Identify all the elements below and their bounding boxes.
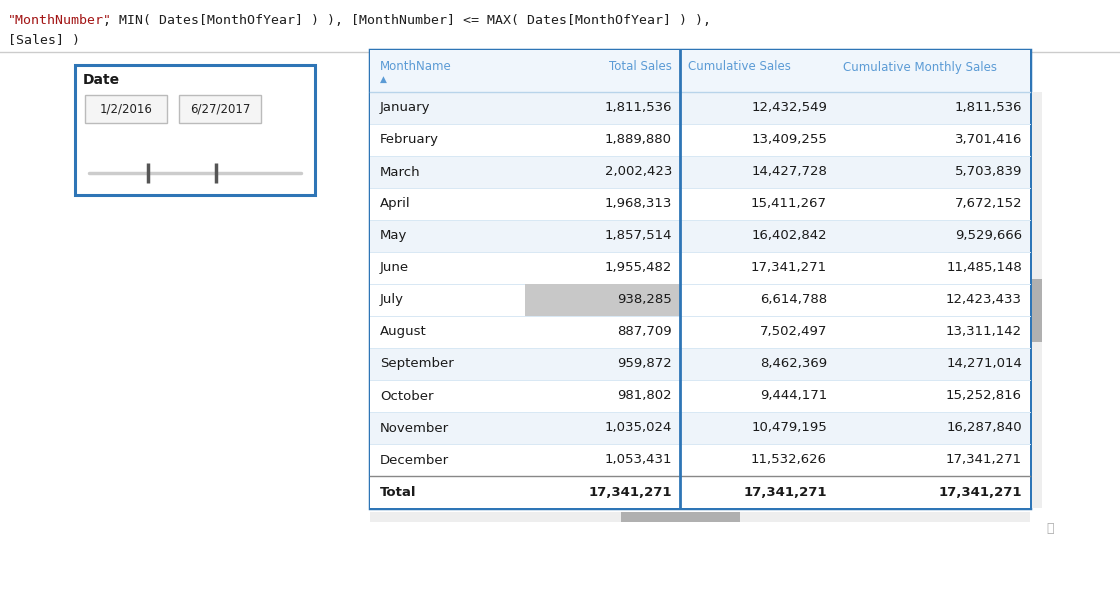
Text: December: December (380, 454, 449, 467)
Text: 938,285: 938,285 (617, 293, 672, 306)
Text: June: June (380, 261, 409, 274)
Text: 1,857,514: 1,857,514 (605, 230, 672, 242)
Text: 17,341,271: 17,341,271 (939, 486, 1021, 499)
Text: Total Sales: Total Sales (609, 61, 672, 74)
Text: 14,271,014: 14,271,014 (946, 358, 1021, 371)
Text: April: April (380, 198, 411, 211)
Text: , MIN( Dates[MonthOfYear] ) ), [MonthNumber] <= MAX( Dates[MonthOfYear] ) ),: , MIN( Dates[MonthOfYear] ) ), [MonthNum… (103, 14, 711, 27)
Text: 1/2/2016: 1/2/2016 (100, 103, 152, 116)
FancyBboxPatch shape (370, 412, 1030, 444)
Text: 9,444,171: 9,444,171 (759, 389, 827, 402)
Text: May: May (380, 230, 408, 242)
Text: 959,872: 959,872 (617, 358, 672, 371)
FancyBboxPatch shape (370, 512, 1030, 522)
Text: 10,479,195: 10,479,195 (752, 421, 827, 434)
FancyBboxPatch shape (620, 512, 739, 522)
FancyBboxPatch shape (370, 156, 1030, 188)
Text: 12,432,549: 12,432,549 (752, 101, 827, 114)
FancyBboxPatch shape (370, 284, 1030, 316)
Text: 5,703,839: 5,703,839 (954, 166, 1021, 179)
Text: 17,341,271: 17,341,271 (946, 454, 1021, 467)
FancyBboxPatch shape (370, 50, 1030, 508)
Text: Total: Total (380, 486, 417, 499)
FancyBboxPatch shape (75, 65, 315, 195)
Text: ▲: ▲ (380, 74, 386, 84)
FancyBboxPatch shape (370, 252, 1030, 284)
FancyBboxPatch shape (370, 348, 1030, 380)
Text: 11,485,148: 11,485,148 (946, 261, 1021, 274)
Text: 1,811,536: 1,811,536 (954, 101, 1021, 114)
Text: 13,409,255: 13,409,255 (752, 133, 827, 146)
FancyBboxPatch shape (179, 95, 261, 123)
Text: 1,811,536: 1,811,536 (605, 101, 672, 114)
FancyBboxPatch shape (1032, 279, 1042, 342)
Text: 17,341,271: 17,341,271 (588, 486, 672, 499)
Text: October: October (380, 389, 433, 402)
FancyBboxPatch shape (370, 92, 1030, 124)
Text: 981,802: 981,802 (617, 389, 672, 402)
Text: 1,053,431: 1,053,431 (605, 454, 672, 467)
Text: ⤡: ⤡ (1046, 522, 1054, 535)
FancyBboxPatch shape (370, 50, 1030, 92)
Text: "MonthNumber": "MonthNumber" (8, 14, 112, 27)
Text: 16,287,840: 16,287,840 (946, 421, 1021, 434)
Text: 17,341,271: 17,341,271 (750, 261, 827, 274)
FancyBboxPatch shape (370, 476, 1030, 508)
Text: 3,701,416: 3,701,416 (954, 133, 1021, 146)
Text: 7,672,152: 7,672,152 (954, 198, 1021, 211)
FancyBboxPatch shape (370, 188, 1030, 220)
Text: February: February (380, 133, 439, 146)
Text: 1,889,880: 1,889,880 (605, 133, 672, 146)
Text: November: November (380, 421, 449, 434)
Text: 2,002,423: 2,002,423 (605, 166, 672, 179)
Text: Date: Date (83, 73, 120, 87)
Text: 887,709: 887,709 (617, 326, 672, 339)
Text: 16,402,842: 16,402,842 (752, 230, 827, 242)
Text: [Sales] ): [Sales] ) (8, 34, 80, 47)
Text: 1,968,313: 1,968,313 (605, 198, 672, 211)
Text: 11,532,626: 11,532,626 (752, 454, 827, 467)
Text: 1,955,482: 1,955,482 (605, 261, 672, 274)
Text: 6,614,788: 6,614,788 (759, 293, 827, 306)
FancyBboxPatch shape (85, 95, 167, 123)
Text: 12,423,433: 12,423,433 (946, 293, 1021, 306)
Text: 13,311,142: 13,311,142 (946, 326, 1021, 339)
FancyBboxPatch shape (525, 284, 680, 316)
Text: 15,411,267: 15,411,267 (752, 198, 827, 211)
Text: July: July (380, 293, 404, 306)
Text: 17,341,271: 17,341,271 (744, 486, 827, 499)
FancyBboxPatch shape (1032, 92, 1042, 508)
Text: September: September (380, 358, 454, 371)
Text: 9,529,666: 9,529,666 (955, 230, 1021, 242)
FancyBboxPatch shape (370, 220, 1030, 252)
Text: 8,462,369: 8,462,369 (759, 358, 827, 371)
Text: March: March (380, 166, 421, 179)
Text: 7,502,497: 7,502,497 (759, 326, 827, 339)
Text: 1,035,024: 1,035,024 (605, 421, 672, 434)
Text: 6/27/2017: 6/27/2017 (189, 103, 250, 116)
FancyBboxPatch shape (370, 316, 1030, 348)
Text: Cumulative Monthly Sales: Cumulative Monthly Sales (843, 61, 997, 74)
Text: August: August (380, 326, 427, 339)
FancyBboxPatch shape (370, 380, 1030, 412)
FancyBboxPatch shape (370, 124, 1030, 156)
Text: Cumulative Sales: Cumulative Sales (688, 61, 791, 74)
Text: 15,252,816: 15,252,816 (946, 389, 1021, 402)
Text: 14,427,728: 14,427,728 (752, 166, 827, 179)
Text: January: January (380, 101, 430, 114)
Text: MonthName: MonthName (380, 61, 451, 74)
FancyBboxPatch shape (370, 444, 1030, 476)
